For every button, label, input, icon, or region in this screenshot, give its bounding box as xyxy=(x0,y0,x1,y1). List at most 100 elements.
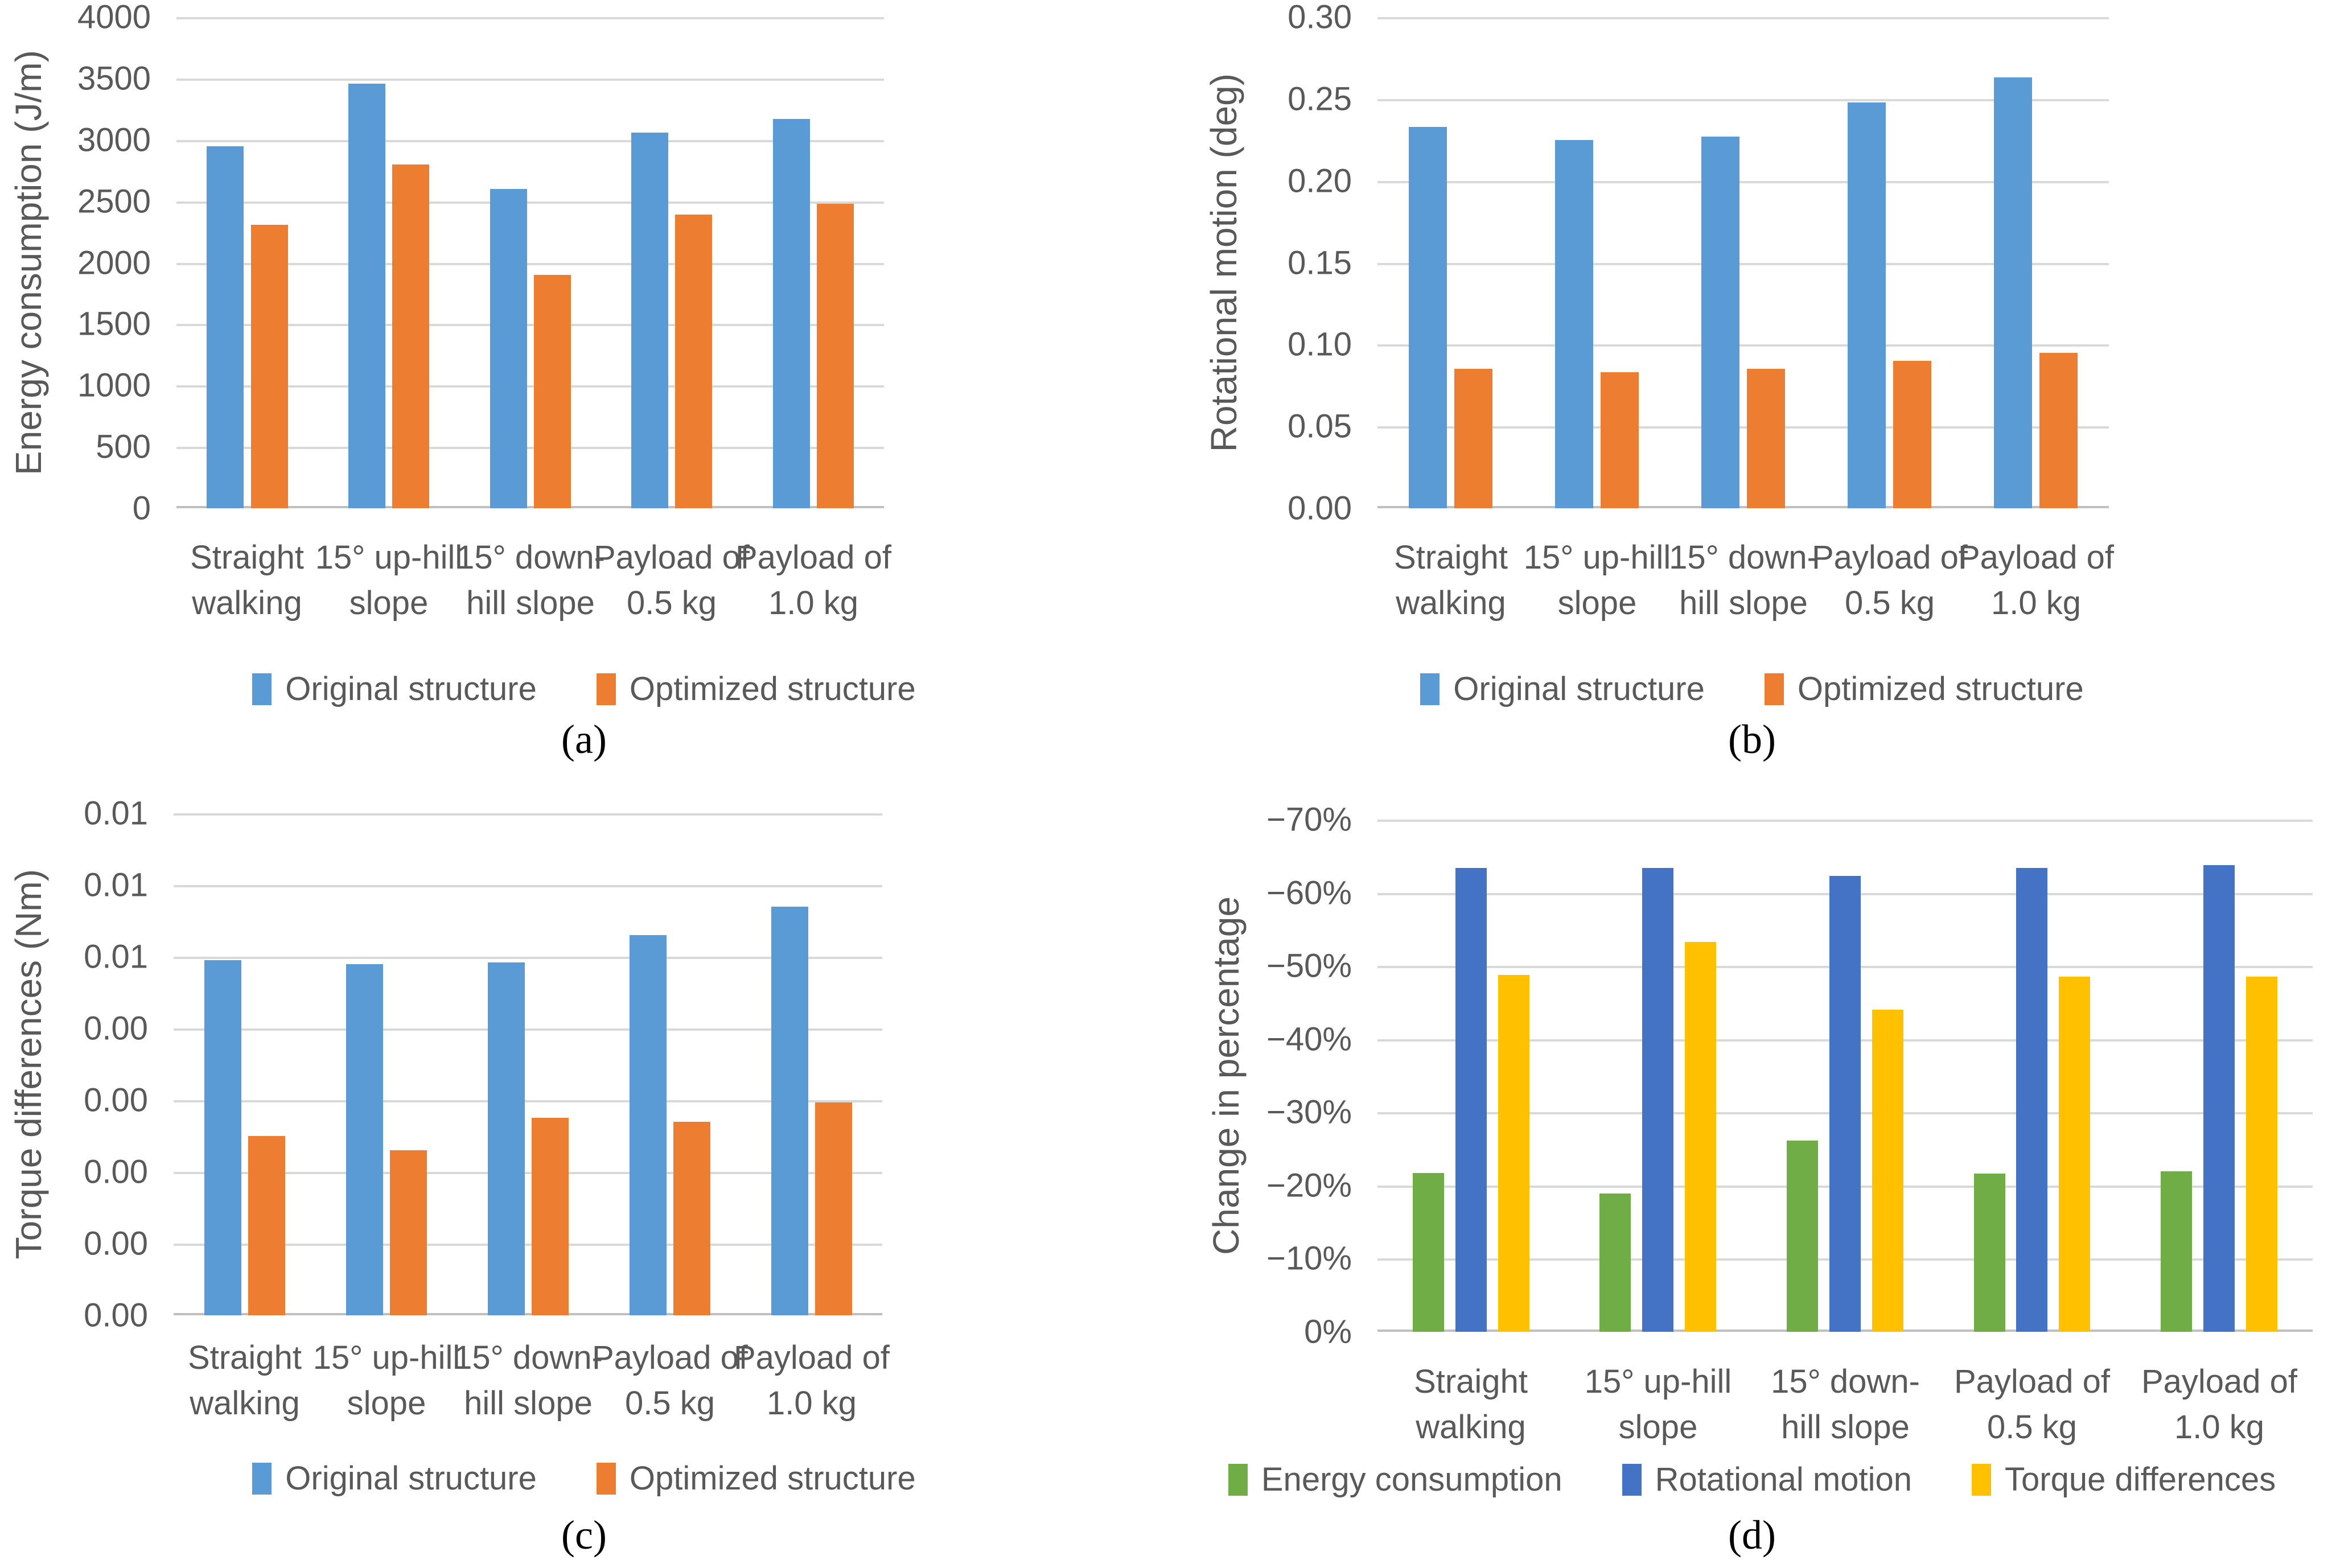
gridline xyxy=(174,1244,882,1246)
gridline xyxy=(1377,426,2109,429)
bar xyxy=(1599,1194,1631,1332)
y-tick-label: 0.00 xyxy=(84,1225,148,1262)
gridline xyxy=(176,201,884,204)
y-tick-label: −60% xyxy=(1266,874,1352,912)
gridline xyxy=(174,1172,882,1174)
gridline xyxy=(176,17,884,19)
gridline xyxy=(174,813,882,816)
y-tick-label: 0.00 xyxy=(1288,489,1352,527)
y-tick-label: 2000 xyxy=(77,244,151,282)
gridline xyxy=(176,79,884,81)
y-tick-label: 500 xyxy=(96,428,151,466)
x-axis-line xyxy=(174,1313,882,1315)
gridline xyxy=(176,385,884,388)
panel-caption: (c) xyxy=(561,1512,607,1558)
legend-swatch xyxy=(1764,673,1784,705)
gridline xyxy=(1377,820,2313,822)
y-tick-label: 0.10 xyxy=(1288,326,1352,363)
bar xyxy=(771,907,808,1315)
bar xyxy=(204,960,241,1315)
legend-label: Rotational motion xyxy=(1655,1461,1912,1498)
x-category-label: Payload of 0.5 kg xyxy=(591,1339,748,1422)
y-tick-label: −20% xyxy=(1266,1167,1352,1204)
y-axis-ticks: 4000 3500 3000 2500 2000 1500 1000 500 0 xyxy=(0,0,151,527)
gridline xyxy=(1377,99,2109,101)
bar xyxy=(2039,353,2078,508)
plot-area xyxy=(176,17,884,508)
bar xyxy=(1994,77,2032,508)
x-category-label: Straight walking xyxy=(1414,1363,1528,1446)
x-axis-labels: Straight walking 15° up-hill slope 15° dow… xyxy=(174,1335,890,1432)
y-tick-label: 2500 xyxy=(77,183,151,220)
y-tick-label: 0 xyxy=(132,489,151,527)
legend-label: Energy consumption xyxy=(1261,1461,1562,1498)
bar xyxy=(1893,361,1931,508)
legend-swatch xyxy=(1972,1463,1991,1496)
y-tick-label: 0.00 xyxy=(84,1153,148,1191)
bar xyxy=(673,1122,710,1315)
legend: Original structure Optimized structure xyxy=(1168,670,2336,708)
legend-swatch xyxy=(1420,673,1440,705)
x-category-label: Payload of 0.5 kg xyxy=(1811,539,1968,622)
x-axis-line xyxy=(176,506,884,508)
gridline xyxy=(174,957,882,959)
legend-swatch xyxy=(1228,1463,1248,1496)
legend-label: Original structure xyxy=(285,1460,537,1497)
y-tick-label: 1500 xyxy=(77,305,151,343)
plot-area xyxy=(1377,17,2109,508)
bar xyxy=(2246,977,2277,1332)
legend-item: Energy consumption xyxy=(1228,1460,1562,1499)
bar xyxy=(1701,137,1739,508)
bar xyxy=(1455,868,1487,1332)
x-category-label: 15° up-hill slope xyxy=(312,1339,460,1422)
x-category-label: Payload of 1.0 kg xyxy=(733,1339,890,1422)
gridline xyxy=(174,1100,882,1102)
bar xyxy=(1498,975,1529,1332)
bar xyxy=(534,275,571,508)
y-axis-ticks: 0.01 0.01 0.01 0.00 0.00 0.00 0.00 0.00 xyxy=(0,795,148,1334)
y-tick-label: −70% xyxy=(1266,801,1352,838)
gridline xyxy=(176,447,884,449)
y-tick-label: 3000 xyxy=(77,121,151,159)
y-tick-label: −10% xyxy=(1266,1240,1352,1277)
bar xyxy=(1601,372,1639,508)
legend-item: Optimized structure xyxy=(1764,670,2084,708)
gridline xyxy=(176,324,884,326)
legend-label: Torque differences xyxy=(2005,1461,2276,1498)
panel-caption: (a) xyxy=(561,717,607,762)
gridline xyxy=(1377,263,2109,265)
bar xyxy=(1829,876,1861,1332)
bar xyxy=(2203,865,2235,1332)
bar xyxy=(1642,868,1673,1332)
x-axis-labels: Straight walking 15° up-hill slope 15° dow… xyxy=(1377,1359,2313,1456)
bar xyxy=(207,146,244,508)
y-tick-label: 0.01 xyxy=(84,938,148,976)
x-axis-labels: Straight walking 15° up-hill slope 15° dow… xyxy=(1377,535,2114,632)
legend-item: Original structure xyxy=(1420,670,1705,708)
bar xyxy=(346,964,383,1315)
bar xyxy=(532,1118,569,1315)
legend: Original structure Optimized structure xyxy=(0,670,1168,708)
y-tick-label: 1000 xyxy=(77,367,151,404)
legend-swatch xyxy=(1622,1463,1642,1496)
gridline xyxy=(1377,181,2109,183)
y-tick-label: 0.20 xyxy=(1288,162,1352,200)
bar xyxy=(251,225,288,508)
y-tick-label: 0.01 xyxy=(84,866,148,904)
y-tick-label: −40% xyxy=(1266,1020,1352,1058)
legend-item: Optimized structure xyxy=(596,670,916,708)
y-tick-label: 0.00 xyxy=(84,1010,148,1047)
x-category-label: Payload of 0.5 kg xyxy=(1953,1363,2111,1446)
legend: Original structure Optimized structure xyxy=(0,1459,1168,1497)
bar xyxy=(1787,1141,1818,1332)
legend-swatch xyxy=(252,1462,272,1495)
legend-label: Optimized structure xyxy=(629,1460,916,1497)
gridline xyxy=(176,263,884,265)
x-category-label: 15° up-hill slope xyxy=(315,539,463,622)
legend-label: Original structure xyxy=(285,670,537,707)
x-axis-labels: Straight walking 15° up-hill slope 15° dow… xyxy=(176,535,891,632)
y-tick-label: 0.01 xyxy=(84,795,148,832)
x-category-label: Payload of 1.0 kg xyxy=(2141,1363,2298,1446)
panel-rotational-motion: Rotational motion (deg) 0.30 0.25 0.20 0.15… xyxy=(1168,0,2336,784)
bar xyxy=(1747,369,1785,508)
